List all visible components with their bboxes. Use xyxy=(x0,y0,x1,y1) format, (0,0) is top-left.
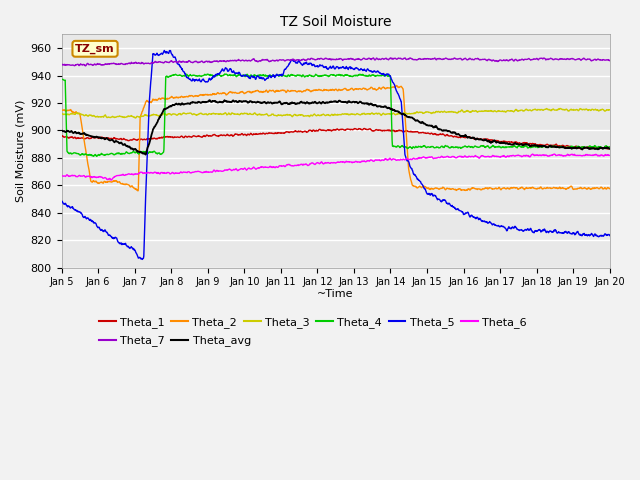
Theta_5 xyxy=(371,68,378,74)
Theta_7 xyxy=(370,55,378,61)
Theta_2 xyxy=(122,181,130,187)
Legend: Theta_7, Theta_avg: Theta_7, Theta_avg xyxy=(95,331,255,351)
Theta_2 xyxy=(606,186,614,192)
Line: Theta_6: Theta_6 xyxy=(61,154,610,180)
Theta_avg xyxy=(302,100,310,106)
Title: TZ Soil Moisture: TZ Soil Moisture xyxy=(280,15,391,29)
Theta_6 xyxy=(123,172,131,178)
Theta_5 xyxy=(58,198,65,204)
Line: Theta_5: Theta_5 xyxy=(61,50,610,259)
Theta_1 xyxy=(361,126,369,132)
Theta_4 xyxy=(291,73,299,79)
Theta_avg xyxy=(291,101,299,107)
Line: Theta_2: Theta_2 xyxy=(61,85,610,191)
Theta_6 xyxy=(370,158,378,164)
Theta_1 xyxy=(100,135,108,141)
Theta_3 xyxy=(312,112,319,118)
Theta_avg xyxy=(100,135,108,141)
Theta_2 xyxy=(100,179,108,185)
Theta_avg xyxy=(122,143,130,149)
Theta_4 xyxy=(302,73,310,79)
Theta_6 xyxy=(550,151,558,157)
Theta_1 xyxy=(58,134,65,140)
Theta_6 xyxy=(291,163,298,168)
Theta_3 xyxy=(606,107,614,113)
Theta_avg xyxy=(371,102,378,108)
Theta_1 xyxy=(122,137,130,143)
Theta_4 xyxy=(312,72,320,77)
Theta_3 xyxy=(122,114,130,120)
Theta_3 xyxy=(131,115,139,121)
Theta_avg xyxy=(312,100,320,106)
Theta_7 xyxy=(387,55,394,61)
Theta_6 xyxy=(100,175,108,181)
Theta_avg xyxy=(206,97,214,103)
Theta_1 xyxy=(301,129,309,134)
Y-axis label: Soil Moisture (mV): Soil Moisture (mV) xyxy=(15,100,25,202)
Theta_2 xyxy=(302,88,310,94)
Theta_7 xyxy=(58,61,65,67)
Theta_1 xyxy=(291,129,298,134)
Theta_7 xyxy=(606,58,614,63)
Theta_2 xyxy=(58,107,65,113)
Theta_5 xyxy=(291,59,299,64)
Theta_7 xyxy=(123,61,131,67)
Theta_3 xyxy=(291,112,298,118)
Theta_5 xyxy=(312,63,320,69)
Line: Theta_avg: Theta_avg xyxy=(61,100,610,155)
Theta_5 xyxy=(138,256,146,262)
Text: TZ_sm: TZ_sm xyxy=(76,44,115,54)
Theta_4 xyxy=(221,71,228,77)
X-axis label: ~Time: ~Time xyxy=(317,289,354,299)
Theta_7 xyxy=(291,57,298,63)
Theta_4 xyxy=(371,72,378,78)
Line: Theta_1: Theta_1 xyxy=(61,129,610,149)
Theta_2 xyxy=(393,83,401,88)
Theta_4 xyxy=(58,76,65,82)
Theta_1 xyxy=(370,128,378,134)
Theta_avg xyxy=(58,128,65,133)
Theta_7 xyxy=(312,57,319,63)
Theta_2 xyxy=(291,88,298,94)
Theta_5 xyxy=(161,48,168,53)
Theta_3 xyxy=(100,113,108,119)
Theta_3 xyxy=(58,110,65,116)
Theta_5 xyxy=(122,242,130,248)
Theta_1 xyxy=(312,128,319,134)
Theta_3 xyxy=(302,113,310,119)
Theta_7 xyxy=(81,63,89,69)
Line: Theta_7: Theta_7 xyxy=(61,58,610,66)
Theta_6 xyxy=(606,153,614,158)
Theta_4 xyxy=(90,154,97,159)
Theta_2 xyxy=(370,86,378,92)
Theta_5 xyxy=(606,233,614,239)
Theta_4 xyxy=(100,152,108,158)
Theta_4 xyxy=(606,144,614,150)
Theta_avg xyxy=(142,152,150,157)
Theta_5 xyxy=(100,228,108,234)
Theta_4 xyxy=(123,149,131,155)
Line: Theta_4: Theta_4 xyxy=(61,74,610,156)
Line: Theta_3: Theta_3 xyxy=(61,108,610,118)
Theta_6 xyxy=(302,161,310,167)
Theta_5 xyxy=(302,60,310,66)
Theta_avg xyxy=(606,146,614,152)
Theta_6 xyxy=(312,161,319,167)
Theta_7 xyxy=(100,62,108,68)
Theta_1 xyxy=(606,146,614,152)
Theta_1 xyxy=(604,146,611,152)
Theta_6 xyxy=(107,177,115,183)
Theta_3 xyxy=(370,111,378,117)
Theta_2 xyxy=(312,87,319,93)
Theta_7 xyxy=(302,58,310,63)
Theta_2 xyxy=(134,188,142,194)
Theta_3 xyxy=(556,106,564,111)
Theta_6 xyxy=(58,173,65,179)
